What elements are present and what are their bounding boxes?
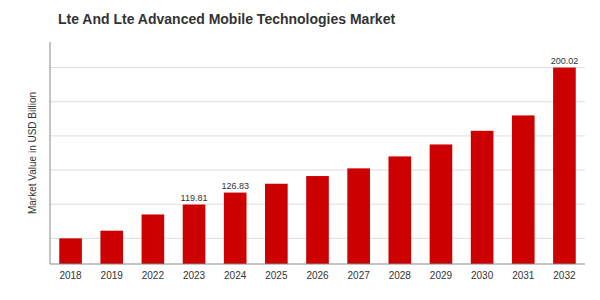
grid-line — [50, 101, 585, 102]
data-label: 126.83 — [221, 181, 249, 191]
x-tick-label: 2025 — [265, 270, 288, 281]
x-tick-label: 2028 — [389, 270, 412, 281]
x-tick-label: 2031 — [512, 270, 535, 281]
chart-svg: 119.81 126.83 200.02 2018 2019 2022 2023 2024 20… — [0, 0, 600, 300]
bar — [183, 205, 206, 264]
bar — [100, 231, 123, 264]
bar — [512, 115, 535, 264]
grid-line — [50, 135, 585, 136]
x-tick-label: 2019 — [101, 270, 124, 281]
y-axis-label: Market Value in USD Billion — [27, 92, 38, 214]
x-tick-label: 2023 — [183, 270, 206, 281]
bar — [224, 193, 247, 264]
y-axis-line — [50, 42, 51, 264]
x-tick-label: 2022 — [142, 270, 165, 281]
chart-title: Lte And Lte Advanced Mobile Technologies… — [58, 11, 395, 27]
bar — [347, 168, 370, 264]
bar — [553, 68, 576, 264]
x-tick-label: 2018 — [59, 270, 82, 281]
data-label: 119.81 — [181, 193, 208, 203]
x-tick-label: 2024 — [224, 270, 247, 281]
bar — [306, 176, 329, 264]
bar — [388, 156, 411, 264]
bar — [59, 238, 82, 264]
bars — [59, 68, 575, 264]
bar — [265, 184, 288, 264]
chart-container: 119.81 126.83 200.02 2018 2019 2022 2023 2024 20… — [0, 0, 600, 300]
bar — [430, 144, 453, 264]
x-tick-label: 2029 — [430, 270, 453, 281]
x-tick-label: 2026 — [306, 270, 329, 281]
grid-line — [50, 170, 585, 171]
grid-line — [50, 67, 585, 68]
data-label: 200.02 — [551, 56, 579, 66]
bar — [471, 131, 494, 264]
bar — [142, 214, 165, 264]
x-tick-label: 2027 — [348, 270, 371, 281]
x-tick-label: 2030 — [471, 270, 494, 281]
x-axis-line — [50, 264, 585, 265]
x-tick-label: 2032 — [553, 270, 576, 281]
